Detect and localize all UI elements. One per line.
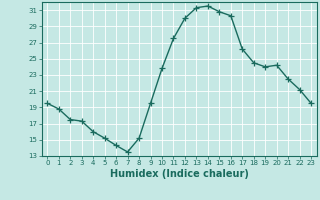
X-axis label: Humidex (Indice chaleur): Humidex (Indice chaleur) [110,169,249,179]
